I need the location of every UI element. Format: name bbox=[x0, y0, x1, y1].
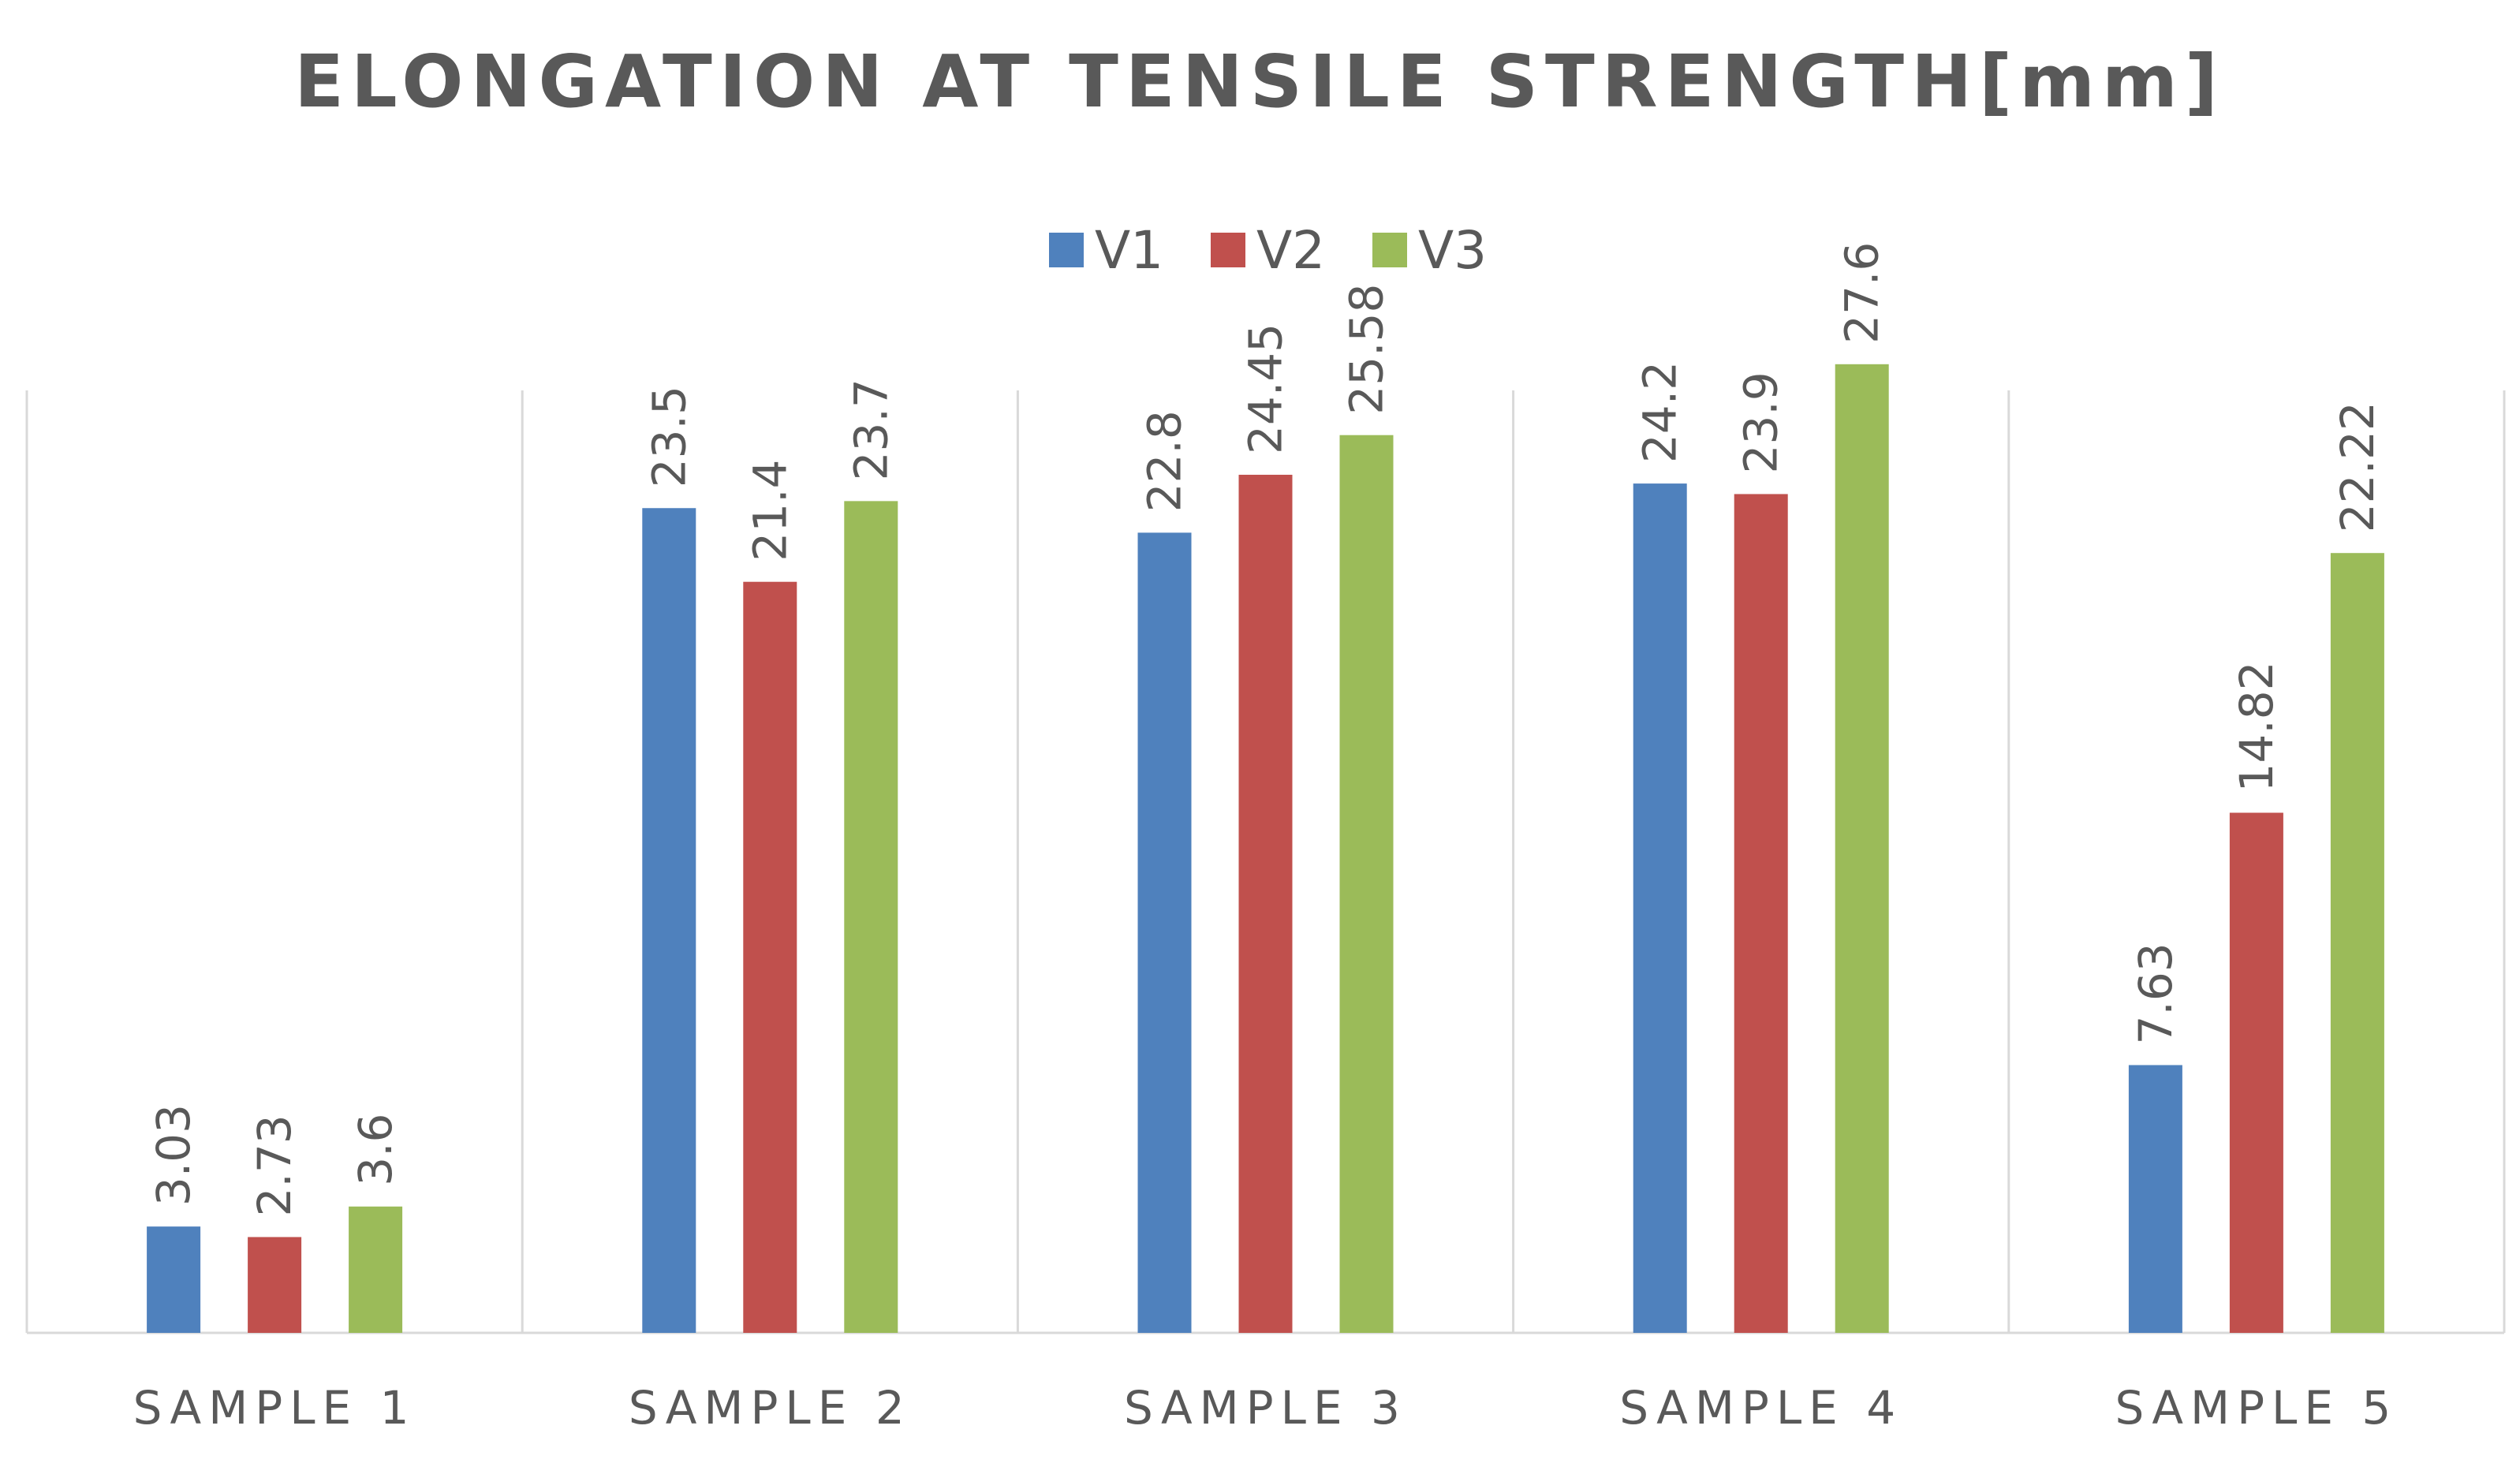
data-label-v1-5: 7.63 bbox=[2129, 942, 2182, 1044]
bar-v1-3 bbox=[1137, 532, 1192, 1333]
legend: V1 V2 V3 bbox=[1049, 220, 1487, 281]
bar-v1-2 bbox=[642, 508, 696, 1333]
chart-title: ELONGATION AT TENSILE STRENGTH[mm] bbox=[294, 39, 2225, 124]
data-label-v3-5: 22.22 bbox=[2331, 401, 2384, 532]
bar-v2-1 bbox=[248, 1237, 302, 1333]
data-label-v3-1: 3.6 bbox=[349, 1114, 402, 1186]
data-label-v3-4: 27.6 bbox=[1835, 242, 1889, 344]
bar-v2-3 bbox=[1238, 474, 1293, 1333]
category-axis-labels: SAMPLE 1 SAMPLE 2 SAMPLE 3 SAMPLE 4 SAMPLE 5 bbox=[133, 1381, 2398, 1435]
legend-swatch-v3 bbox=[1372, 233, 1407, 267]
category-label-5: SAMPLE 5 bbox=[2115, 1381, 2398, 1435]
bar-v1-5 bbox=[2128, 1065, 2182, 1333]
bar-v3-3 bbox=[1339, 435, 1394, 1334]
data-label-v2-5: 14.82 bbox=[2230, 661, 2283, 792]
bar-v3-4 bbox=[1835, 364, 1889, 1333]
legend-label-v1: V1 bbox=[1095, 220, 1163, 281]
bar-v1-1 bbox=[147, 1226, 201, 1333]
legend-swatch-v1 bbox=[1049, 233, 1084, 267]
category-label-2: SAMPLE 2 bbox=[629, 1381, 912, 1435]
bar-v2-2 bbox=[743, 581, 797, 1333]
legend-swatch-v2 bbox=[1211, 233, 1245, 267]
data-labels-group: 3.03 2.73 3.6 23.5 21.4 23.7 22.8 24.45 25.58 24.… bbox=[147, 242, 2384, 1217]
legend-label-v2: V2 bbox=[1256, 220, 1325, 281]
data-label-v2-2: 21.4 bbox=[743, 460, 797, 562]
data-label-v1-2: 23.5 bbox=[642, 386, 696, 487]
bar-v3-2 bbox=[844, 501, 898, 1333]
data-label-v1-4: 24.2 bbox=[1633, 361, 1687, 463]
data-label-v3-2: 23.7 bbox=[844, 379, 898, 480]
legend-label-v3: V3 bbox=[1418, 220, 1487, 281]
data-label-v1-1: 3.03 bbox=[147, 1104, 200, 1206]
data-label-v3-3: 25.58 bbox=[1340, 284, 1394, 415]
data-label-v2-3: 24.45 bbox=[1239, 323, 1293, 454]
bar-series-group bbox=[147, 364, 2384, 1334]
category-label-1: SAMPLE 1 bbox=[133, 1381, 416, 1435]
data-label-v2-1: 2.73 bbox=[248, 1114, 301, 1216]
bar-v2-4 bbox=[1734, 494, 1788, 1334]
category-label-4: SAMPLE 4 bbox=[1619, 1381, 1902, 1435]
category-label-3: SAMPLE 3 bbox=[1124, 1381, 1407, 1435]
data-label-v1-3: 22.8 bbox=[1138, 410, 1192, 512]
bar-v3-1 bbox=[349, 1206, 403, 1333]
bar-v2-5 bbox=[2229, 812, 2283, 1333]
data-label-v2-4: 23.9 bbox=[1734, 371, 1788, 473]
bar-v3-5 bbox=[2330, 553, 2384, 1333]
bar-v1-4 bbox=[1633, 483, 1687, 1333]
